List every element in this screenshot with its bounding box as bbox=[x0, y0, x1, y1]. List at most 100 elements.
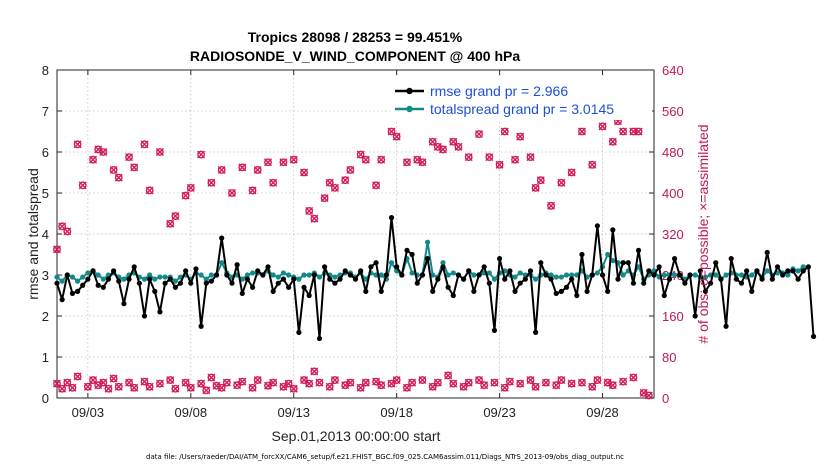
spread-point bbox=[553, 274, 559, 280]
obs-possible-point-circle bbox=[387, 379, 396, 388]
spread-point bbox=[558, 274, 564, 280]
rmse-point bbox=[780, 272, 786, 278]
rmse-point bbox=[455, 272, 462, 278]
obs-assimilated-point-circle bbox=[99, 148, 108, 156]
rmse-point bbox=[414, 280, 420, 286]
rmse-point bbox=[558, 288, 564, 294]
obs-possible-point-circle bbox=[377, 381, 386, 390]
spread-point bbox=[471, 272, 477, 278]
rmse-point bbox=[394, 264, 400, 270]
obs-possible-point-circle bbox=[516, 379, 525, 388]
obs-possible-point bbox=[629, 373, 638, 382]
obs-assimilated-point-cross bbox=[475, 130, 484, 139]
obs-assimilated-point-cross bbox=[99, 148, 108, 156]
rmse-point bbox=[167, 276, 173, 282]
rmse-point bbox=[481, 264, 487, 270]
obs-possible-point bbox=[99, 378, 108, 387]
rmse-point bbox=[517, 280, 523, 286]
spread-point bbox=[244, 272, 251, 278]
obs-assimilated-point-cross bbox=[238, 163, 247, 172]
obs-possible-point-circle bbox=[526, 376, 535, 384]
obs-possible-point bbox=[83, 382, 92, 391]
obs-possible-point-cross bbox=[361, 378, 370, 387]
legend-spread-marker bbox=[406, 105, 413, 113]
rmse-point bbox=[687, 272, 693, 278]
spread-point bbox=[671, 272, 678, 278]
obs-assimilated-point-circle bbox=[78, 181, 87, 190]
obs-possible-point-circle bbox=[567, 379, 576, 388]
spread-point bbox=[285, 272, 292, 278]
obs-assimilated-point-cross bbox=[392, 132, 401, 141]
obs-possible-point bbox=[114, 382, 123, 391]
rmse-series bbox=[54, 215, 817, 342]
obs-assimilated-point bbox=[377, 155, 386, 164]
x-tick-label: 09/18 bbox=[380, 405, 413, 420]
obs-possible-point-circle bbox=[449, 379, 458, 388]
spread-point bbox=[162, 274, 168, 280]
rmse-point bbox=[744, 268, 750, 274]
spread-point bbox=[533, 276, 539, 282]
obs-possible-point-cross bbox=[531, 382, 540, 391]
obs-assimilated-point bbox=[464, 153, 473, 162]
rmse-point bbox=[368, 264, 374, 270]
rmse-point bbox=[419, 272, 426, 278]
rmse-point bbox=[430, 288, 436, 294]
obs-assimilated-point bbox=[485, 153, 494, 162]
obs-assimilated-point bbox=[547, 201, 556, 210]
obs-possible-point bbox=[392, 376, 401, 385]
obs-assimilated-point-cross bbox=[166, 219, 175, 228]
rmse-point bbox=[677, 272, 683, 278]
obs-possible-point-circle bbox=[181, 378, 190, 387]
rmse-point bbox=[265, 264, 271, 270]
obs-possible-point bbox=[186, 383, 195, 392]
obs-possible-point-circle bbox=[130, 383, 139, 392]
obs-assimilated-point-circle bbox=[310, 214, 319, 223]
obs-possible-point-cross bbox=[464, 378, 473, 387]
spread-point bbox=[249, 270, 256, 276]
obs-assimilated-point-circle bbox=[439, 145, 447, 154]
spread-point bbox=[203, 276, 209, 282]
obs-possible-point bbox=[130, 383, 139, 392]
obs-possible-point-circle bbox=[248, 383, 257, 392]
rmse-point bbox=[671, 256, 678, 262]
obs-assimilated-point-cross bbox=[253, 165, 262, 174]
obs-possible-point-cross bbox=[619, 377, 628, 386]
obs-possible-point bbox=[222, 378, 231, 387]
obs-possible-point bbox=[505, 377, 514, 386]
obs-assimilated-point bbox=[500, 127, 509, 136]
obs-possible-point-circle bbox=[464, 378, 473, 387]
rmse-point bbox=[502, 276, 508, 282]
obs-possible-point-circle bbox=[433, 378, 442, 387]
obs-assimilated-point-cross bbox=[547, 201, 556, 210]
obs-assimilated-point-cross bbox=[402, 158, 411, 167]
obs-possible-point-circle bbox=[114, 382, 123, 391]
rmse-point bbox=[574, 292, 580, 299]
obs-possible-point bbox=[526, 376, 535, 385]
rmse-point bbox=[219, 235, 225, 241]
obs-assimilated-point-cross bbox=[269, 178, 278, 187]
chart-title-line1: Tropics 28098 / 28253 = 99.451% bbox=[248, 29, 463, 45]
rmse-point bbox=[661, 292, 667, 299]
y-tick-label-left: 0 bbox=[42, 391, 49, 406]
obs-assimilated-point-circle bbox=[418, 158, 427, 167]
spread-point bbox=[316, 274, 323, 280]
obs-assimilated-point-circle bbox=[109, 166, 118, 174]
obs-assimilated-point-cross bbox=[464, 153, 473, 162]
obs-possible-point-circle bbox=[83, 382, 92, 391]
obs-assimilated-point-circle bbox=[130, 163, 139, 172]
obs-possible-point bbox=[531, 382, 540, 391]
obs-possible-point bbox=[197, 379, 206, 388]
rmse-point bbox=[383, 272, 389, 278]
rmse-point bbox=[563, 284, 570, 290]
spread-point bbox=[723, 272, 729, 278]
obs-possible-point-circle bbox=[644, 391, 653, 400]
obs-assimilated-point bbox=[598, 122, 607, 131]
obs-assimilated-point bbox=[227, 189, 236, 197]
obs-possible-point bbox=[330, 376, 339, 385]
obs-assimilated-point-cross bbox=[89, 155, 98, 164]
rmse-point bbox=[774, 264, 781, 270]
obs-possible-point-cross bbox=[68, 383, 77, 392]
obs-assimilated-point-cross bbox=[73, 140, 82, 149]
spread-point bbox=[548, 272, 554, 278]
obs-assimilated-point-circle bbox=[166, 219, 175, 228]
